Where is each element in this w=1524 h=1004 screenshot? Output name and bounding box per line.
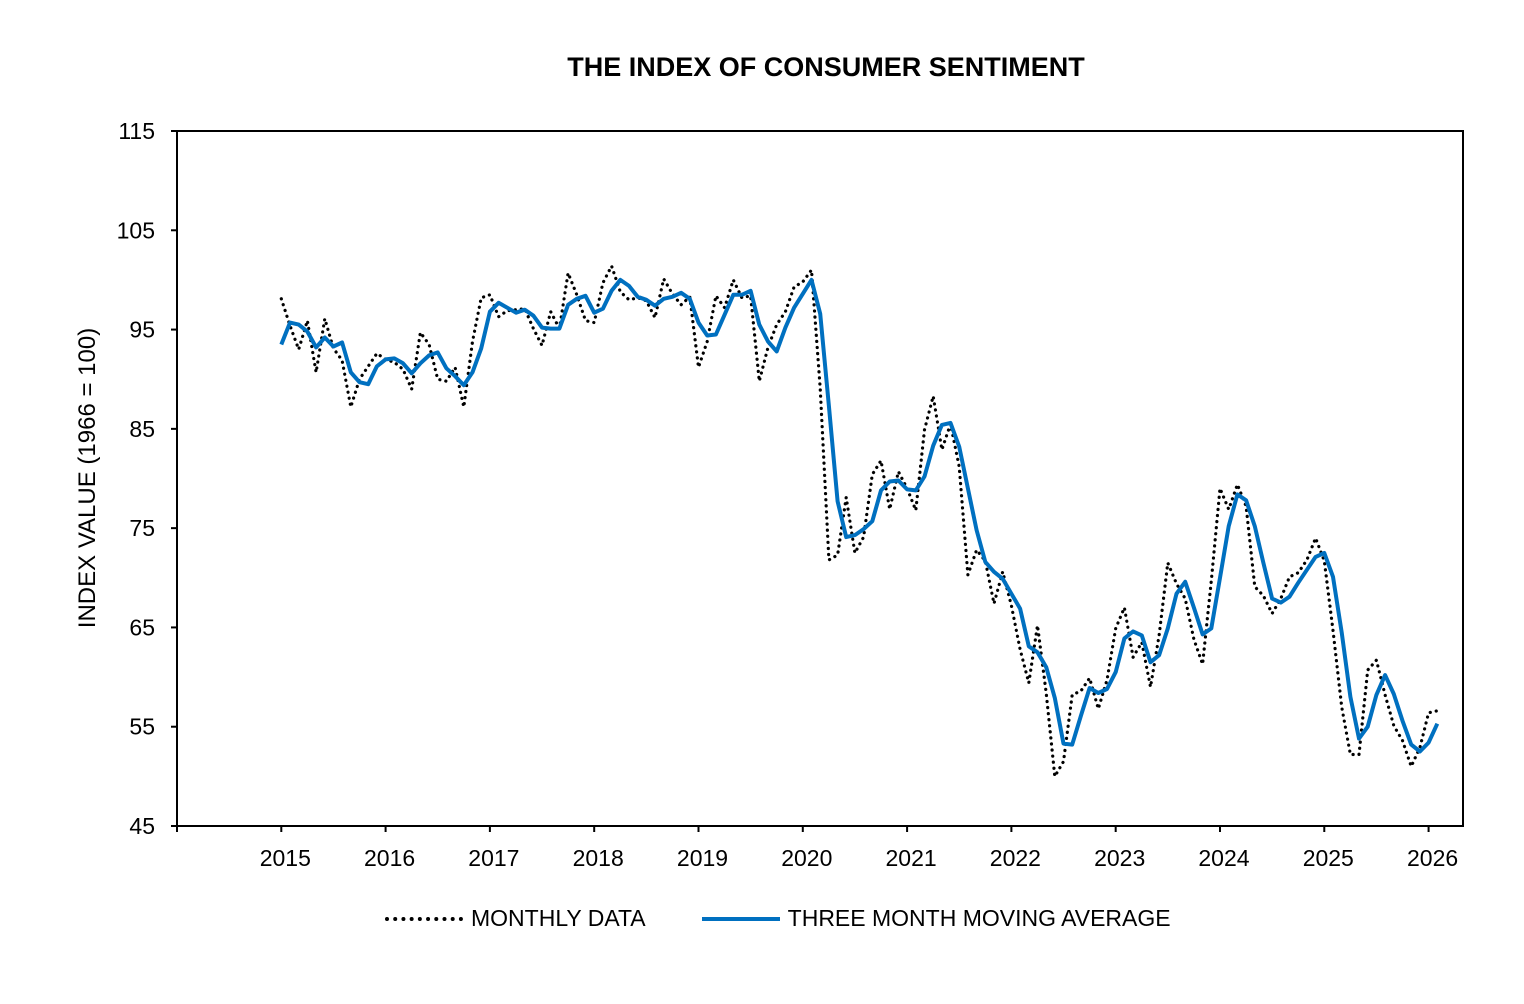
y-tick-label: 65 (129, 614, 155, 640)
legend: MONTHLY DATA THREE MONTH MOVING AVERAGE (385, 905, 1171, 932)
legend-item-monthly: MONTHLY DATA (385, 905, 646, 932)
x-tick-label: 2023 (1094, 845, 1145, 871)
x-tick-label: 2025 (1303, 845, 1354, 871)
chart-title: THE INDEX OF CONSUMER SENTIMENT (567, 52, 1085, 82)
legend-label: THREE MONTH MOVING AVERAGE (787, 905, 1171, 931)
x-tick-label: 2015 (260, 845, 311, 871)
x-tick-label: 2016 (364, 845, 415, 871)
moving-average-line (279, 277, 1440, 754)
legend-label: MONTHLY DATA (471, 905, 646, 931)
x-tick-label: 2020 (781, 845, 832, 871)
legend-swatch-line (701, 916, 780, 921)
y-tick-label: 85 (129, 416, 155, 442)
legend-swatch-dotted (385, 916, 463, 921)
y-tick-label: 55 (129, 714, 155, 740)
x-tick-label: 2021 (886, 845, 937, 871)
x-tick-label: 2022 (990, 845, 1041, 871)
y-tick-label: 75 (129, 515, 155, 541)
y-tick-label: 115 (118, 118, 155, 144)
x-tick-label: 2019 (677, 845, 728, 871)
x-tick-label: 2024 (1198, 845, 1249, 871)
y-tick-label: 45 (129, 813, 155, 839)
y-tick-label: 95 (129, 317, 155, 343)
x-tick-label: 2026 (1407, 845, 1458, 871)
x-tick-label: 2018 (573, 845, 624, 871)
plot-area-frame (176, 130, 1464, 827)
y-tick-label: 105 (117, 217, 155, 243)
monthly-data-line (279, 264, 1439, 779)
x-tick-label: 2017 (468, 845, 519, 871)
legend-item-moving-average: THREE MONTH MOVING AVERAGE (701, 905, 1171, 932)
